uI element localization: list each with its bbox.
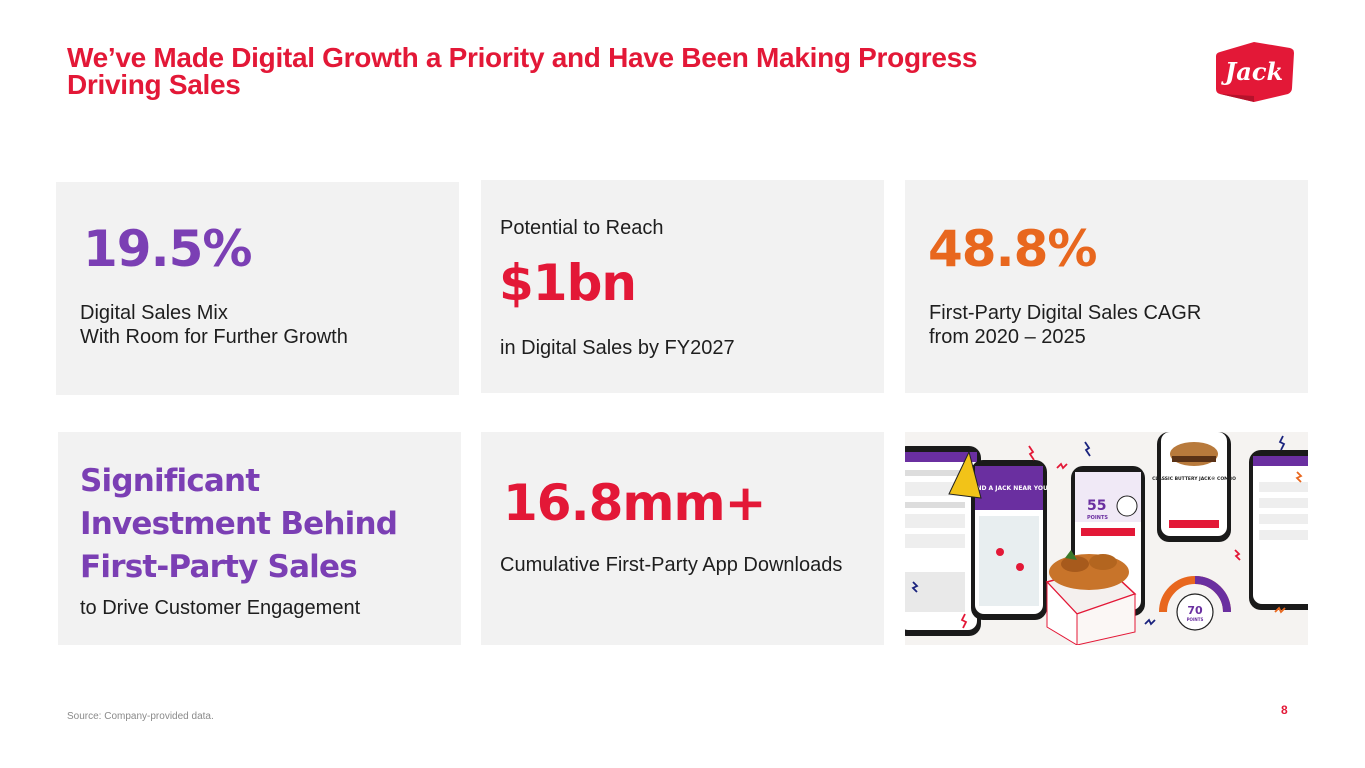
card-significant-investment: Significant Investment Behind First-Part… (58, 432, 461, 645)
page-title: We’ve Made Digital Growth a Priority and… (67, 42, 1067, 100)
app-illustration-graphic: FIND A JACK NEAR YOU 55 POINTS CLASSIC B… (905, 432, 1308, 645)
phone-find-a-jack: FIND A JACK NEAR YOU (970, 460, 1048, 620)
downloads-value: 16.8mm+ (503, 474, 766, 532)
phone-find-text: FIND A JACK NEAR YOU (970, 485, 1048, 492)
investment-line-3: First-Party Sales (80, 549, 358, 585)
gauge-points-value: 70 (1187, 604, 1203, 617)
phone-order (1249, 450, 1308, 610)
cagr-line-2: from 2020 – 2025 (929, 326, 1086, 348)
card-potential-digital-sales: Potential to Reach $1bn in Digital Sales… (481, 180, 884, 393)
party-hat-icon (948, 450, 982, 499)
investment-sub: to Drive Customer Engagement (80, 597, 361, 619)
gauge-points-label: POINTS (1187, 617, 1204, 622)
cagr-value: 48.8% (928, 220, 1097, 278)
page-title-line-2: Driving Sales (67, 69, 241, 100)
jack-logo: Jack (1216, 42, 1294, 102)
potential-pre-text: Potential to Reach (500, 217, 664, 239)
page-title-line-1: We’ve Made Digital Growth a Priority and… (67, 42, 978, 73)
phone-combo-text: CLASSIC BUTTERY JACK® COMBO (1152, 476, 1236, 482)
digital-mix-value: 19.5% (83, 220, 252, 278)
logo-text: Jack (1221, 57, 1283, 86)
source-footnote: Source: Company-provided data. (67, 711, 214, 722)
card-first-party-cagr: 48.8% First-Party Digital Sales CAGR fro… (905, 180, 1308, 393)
page-number: 8 (1281, 703, 1288, 717)
phone-points-label: POINTS (1087, 515, 1108, 521)
phone-points-value: 55 (1087, 498, 1106, 514)
app-screens-illustration: FIND A JACK NEAR YOU 55 POINTS CLASSIC B… (905, 432, 1308, 645)
potential-value: $1bn (499, 254, 637, 312)
potential-post-text: in Digital Sales by FY2027 (500, 337, 735, 359)
card-app-downloads: 16.8mm+ Cumulative First-Party App Downl… (481, 432, 884, 645)
points-gauge: 70 POINTS (1159, 576, 1231, 631)
cagr-line-1: First-Party Digital Sales CAGR (929, 302, 1202, 324)
downloads-label: Cumulative First-Party App Downloads (500, 554, 843, 576)
investment-line-1: Significant (80, 463, 260, 499)
decorative-sparks (911, 435, 1303, 629)
digital-mix-line-1: Digital Sales Mix (80, 302, 228, 324)
food-box (1045, 550, 1137, 645)
digital-mix-line-2: With Room for Further Growth (80, 326, 348, 348)
investment-line-2: Investment Behind (80, 506, 398, 542)
phone-combo: CLASSIC BUTTERY JACK® COMBO (1152, 432, 1236, 542)
investment-heading: Significant Investment Behind First-Part… (80, 460, 398, 589)
card-digital-sales-mix: 19.5% Digital Sales Mix With Room for Fu… (56, 182, 459, 395)
